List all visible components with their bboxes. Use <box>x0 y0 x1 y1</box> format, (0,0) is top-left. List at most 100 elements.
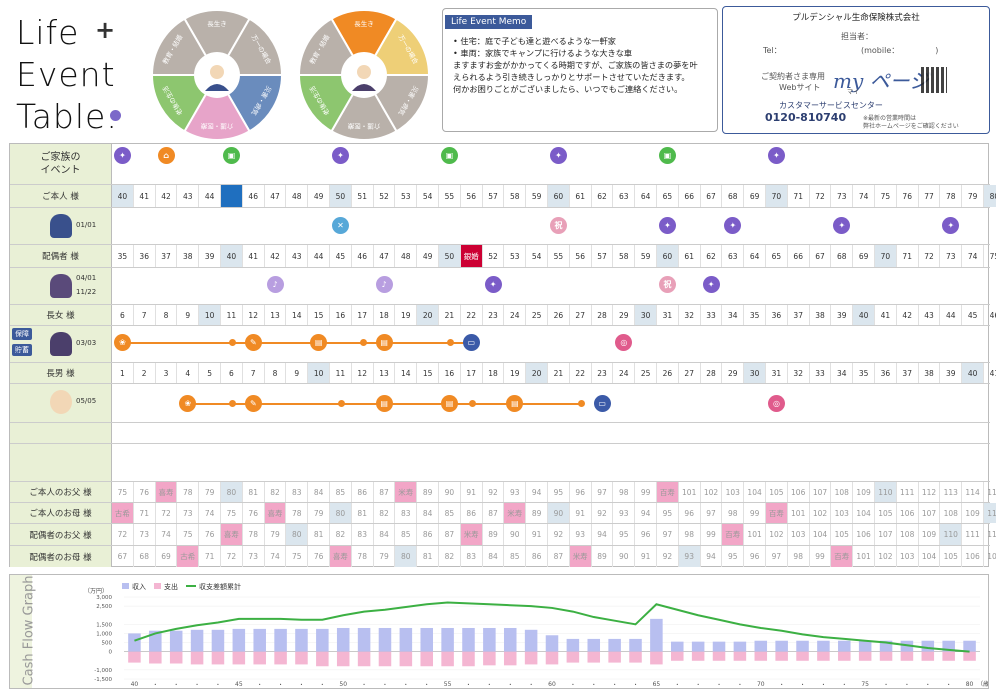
elementary-school-icon[interactable]: ✎ <box>244 395 262 412</box>
qr-code-icon[interactable] <box>921 67 947 93</box>
sparkle-event-icon[interactable]: ✦ <box>659 217 676 234</box>
university-icon[interactable]: ▤ <box>506 395 524 412</box>
mother-self-row: ご本人のお母 様 古希 71 72 73 74 75 76 喜寿 78 79 80 81 82 83 84 8… <box>10 503 996 523</box>
my-page-link[interactable]: my ページ <box>833 65 929 94</box>
x-tick-dot: • <box>467 682 469 687</box>
income-bar <box>733 641 747 652</box>
age-cell: 15 <box>417 363 439 383</box>
age-cell: 54 <box>526 245 548 267</box>
age-cell: 89 <box>592 546 614 567</box>
age-cell: 10 <box>199 305 221 325</box>
age-cell: 82 <box>330 524 352 545</box>
age-cell: 49 <box>308 185 330 207</box>
sparkle-event-icon[interactable]: ✦ <box>942 217 960 234</box>
kindergarten-icon[interactable]: ❀ <box>114 334 131 351</box>
income-bar <box>211 629 225 652</box>
cash-flow-chart-svg: 収入 支出 収支差額累計 （万円）3,000 2,500 1,500 1,000 500 0 -1… <box>84 582 988 688</box>
expense-bar <box>336 651 350 667</box>
age-cell: 83 <box>461 546 483 567</box>
music-event-icon[interactable]: ♪ <box>266 276 284 293</box>
age-cell: 111 <box>897 482 919 502</box>
expense-bar <box>900 651 914 661</box>
expense-bar <box>566 651 580 663</box>
age-cell: 64 <box>744 245 766 267</box>
x-axis-suffix: （歳） <box>977 680 988 688</box>
age-cell: 108 <box>897 524 919 545</box>
age-cell: 95 <box>548 482 570 502</box>
wheel-segment <box>297 74 355 133</box>
sparkle-event-icon[interactable]: ✦ <box>768 147 785 164</box>
age-cell: 40 <box>853 305 875 325</box>
age-cell: 41 <box>134 185 156 207</box>
age-cell: 6 <box>221 363 243 383</box>
chojo-birthday: 03/03 <box>76 339 97 347</box>
car-event-icon[interactable]: ▣ <box>659 147 676 164</box>
car-event-icon[interactable]: ▣ <box>223 147 240 164</box>
retire-event-icon[interactable]: ✕ <box>332 217 349 234</box>
mother-self-label: ご本人のお母 様 <box>10 503 112 523</box>
car-event-icon[interactable]: ▣ <box>441 147 458 164</box>
wheel-segment <box>150 74 208 133</box>
expense-bar <box>232 651 246 665</box>
sparkle-event-icon[interactable]: ✦ <box>332 147 349 164</box>
haiguu-birthday-1: 04/01 <box>76 274 97 282</box>
age-cell: 13 <box>265 305 287 325</box>
customer-center-phone[interactable]: 0120-810740 <box>765 111 847 124</box>
high-school-icon[interactable]: ▤ <box>375 334 393 351</box>
sparkle-event-icon[interactable]: ✦ <box>833 217 851 234</box>
age-cell: 喜寿 <box>221 524 243 545</box>
expense-bar <box>295 651 308 665</box>
age-cell: 11 <box>221 305 243 325</box>
my-page-ruby: マイ <box>847 89 860 96</box>
elementary-school-icon[interactable]: ✎ <box>244 334 262 351</box>
celebration-icon[interactable]: 祝 <box>659 276 676 293</box>
music-event-icon[interactable]: ♪ <box>375 276 393 293</box>
expense-bar <box>169 651 183 664</box>
sparkle-event-icon[interactable]: ✦ <box>114 147 131 164</box>
age-cell: 22 <box>570 363 592 383</box>
x-tick-label: 80 <box>966 681 974 688</box>
employment-icon[interactable]: ▭ <box>462 334 480 351</box>
sparkle-event-icon[interactable]: ✦ <box>724 217 742 234</box>
age-cell: 20 <box>526 363 548 383</box>
haiguu-event-row: 04/01 11/22 <box>10 268 990 304</box>
age-cell: 82 <box>374 503 396 523</box>
age-cell: 95 <box>722 546 745 567</box>
age-cell: 71 <box>134 503 156 523</box>
age-cell: 50 <box>439 245 461 267</box>
age-cell: 97 <box>592 482 614 502</box>
sparkle-event-icon[interactable]: ✦ <box>702 276 720 293</box>
age-cell: 53 <box>395 185 418 207</box>
age-cell: 104 <box>744 482 766 502</box>
blank-label-1 <box>10 423 112 443</box>
sparkle-event-icon[interactable]: ✦ <box>550 147 567 164</box>
y-tick-label: 1,000 <box>96 631 112 637</box>
high-school-icon[interactable]: ▤ <box>441 395 458 412</box>
age-cell: 24 <box>504 305 527 325</box>
junior-high-icon[interactable]: ▤ <box>310 334 328 351</box>
age-cell: 107 <box>810 482 832 502</box>
age-cell: 96 <box>679 503 701 523</box>
celebration-icon[interactable]: 祝 <box>550 217 567 234</box>
kindergarten-icon[interactable]: ❀ <box>179 395 197 412</box>
age-cell: 78 <box>940 185 963 207</box>
sparkle-event-icon[interactable]: ✦ <box>484 276 502 293</box>
wedding-ring-icon[interactable]: ◎ <box>615 334 633 351</box>
wedding-ring-icon[interactable]: ◎ <box>768 395 785 412</box>
employment-icon[interactable]: ▭ <box>593 395 611 412</box>
junior-high-icon[interactable]: ▤ <box>375 395 393 412</box>
timeline-dot <box>468 400 476 407</box>
age-cell: 10 <box>308 363 330 383</box>
age-cell: 92 <box>592 503 614 523</box>
legend-income-swatch <box>122 583 129 589</box>
age-cell: 59 <box>635 245 657 267</box>
age-cell: 98 <box>613 482 636 502</box>
age-cell: 42 <box>265 245 287 267</box>
y-tick-label: 0 <box>109 650 113 656</box>
age-cell: 59 <box>526 185 548 207</box>
age-cell: 67 <box>701 185 723 207</box>
logo-line-event: Event <box>16 55 116 94</box>
house-event-icon[interactable]: ⌂ <box>157 147 175 164</box>
income-bar <box>796 640 809 652</box>
expense-bar <box>838 651 851 661</box>
